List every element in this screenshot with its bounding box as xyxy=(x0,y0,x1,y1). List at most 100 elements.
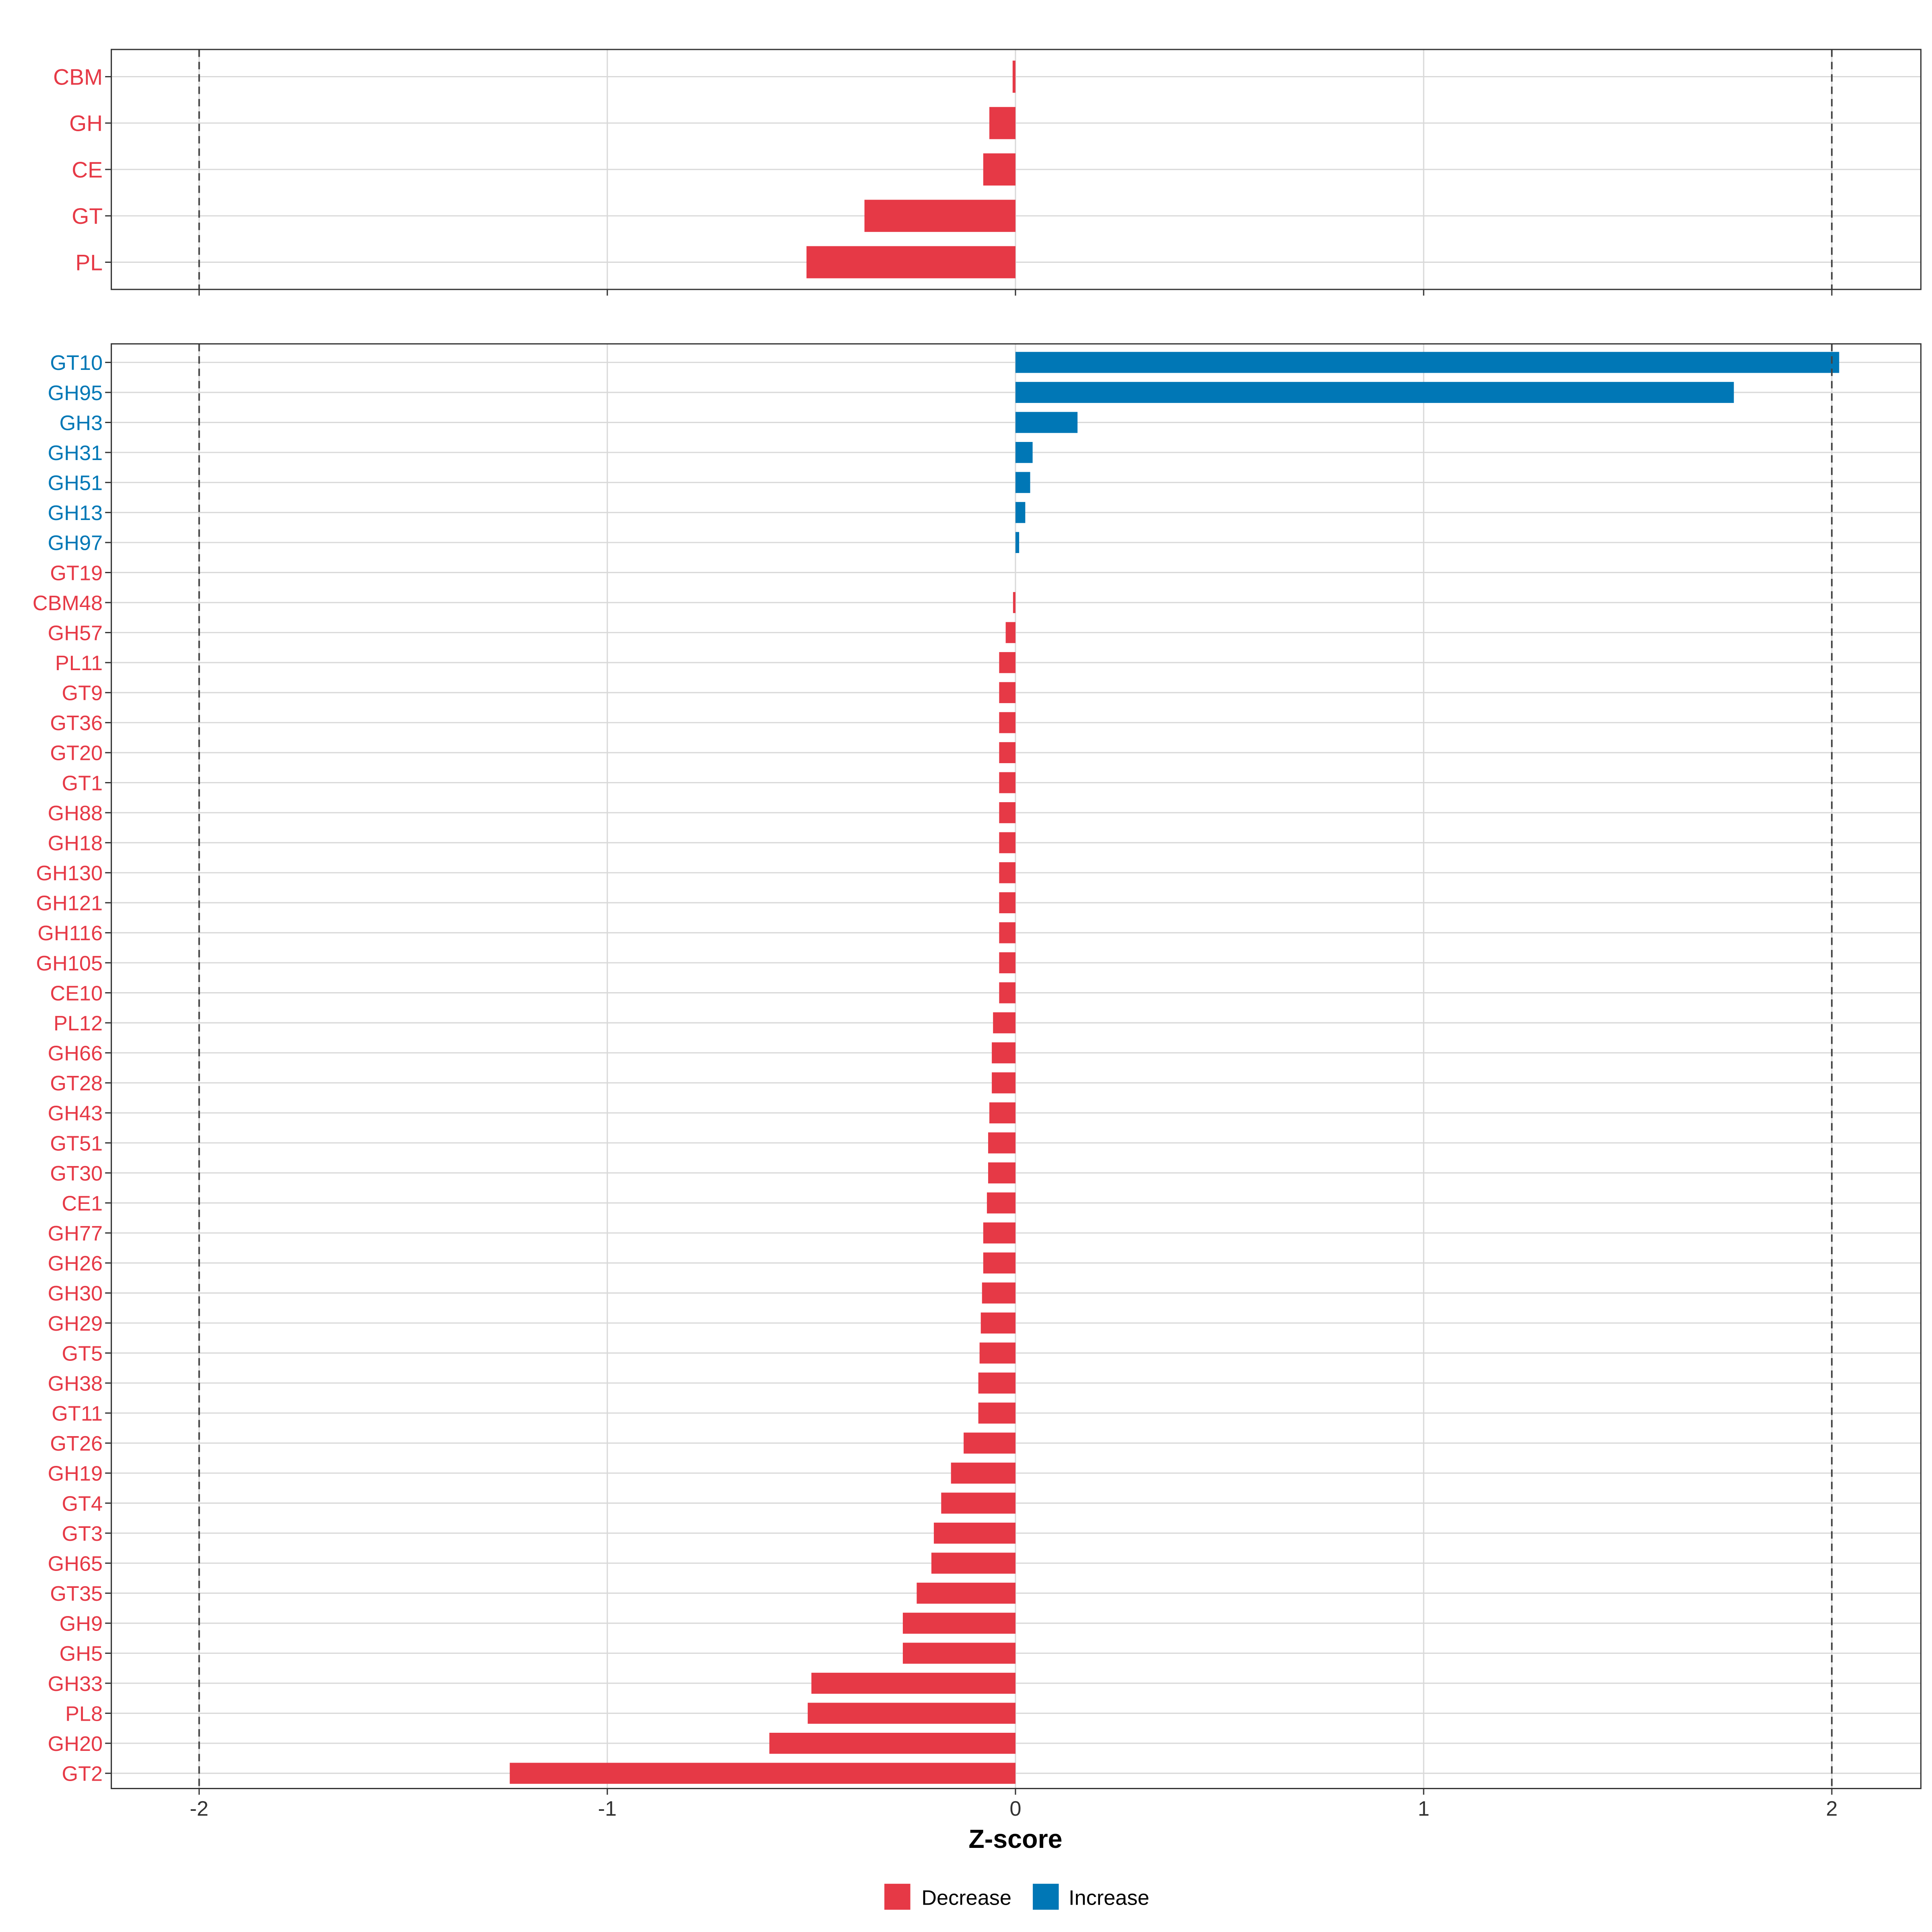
bar-gt9 xyxy=(999,682,1016,703)
bar-gh26 xyxy=(983,1252,1016,1274)
top-panel: CBM GH CE GT PL xyxy=(53,49,1922,296)
y-tick-label-gt9: GT9 xyxy=(62,682,103,705)
bar-gh130 xyxy=(999,862,1016,883)
bar-gt28 xyxy=(992,1072,1016,1094)
y-tick-label-gt11: GT11 xyxy=(52,1402,103,1426)
bar-pl11 xyxy=(999,652,1016,673)
bar-gh19 xyxy=(951,1462,1016,1484)
bar-gt5 xyxy=(979,1342,1016,1364)
y-tick-label-gt2: GT2 xyxy=(62,1763,103,1786)
y-tick-label-ce1: CE1 xyxy=(62,1192,103,1215)
y-tick-label-gt36: GT36 xyxy=(50,712,103,735)
y-tick-label-gh77: GH77 xyxy=(48,1222,103,1245)
bar-gh121 xyxy=(999,892,1016,913)
bar-gt30 xyxy=(988,1162,1016,1184)
x-tick-label: 0 xyxy=(1009,1797,1021,1821)
x-axis-title: Z-score xyxy=(968,1825,1062,1854)
legend-swatch-decrease xyxy=(884,1884,910,1910)
y-tick-label-gh20: GH20 xyxy=(48,1732,103,1756)
bar-gt2 xyxy=(510,1763,1016,1784)
bar-pl xyxy=(806,246,1016,279)
bar-cbm xyxy=(1012,60,1016,93)
bar-gh5 xyxy=(903,1643,1016,1664)
bar-pl8 xyxy=(807,1703,1016,1724)
bar-gh3 xyxy=(1015,412,1078,433)
y-tick-label-gt28: GT28 xyxy=(50,1072,103,1095)
x-tick-label: 2 xyxy=(1826,1797,1838,1821)
bar-gh31 xyxy=(1015,442,1033,463)
bar-gt51 xyxy=(988,1132,1016,1154)
y-tick-label-gt: GT xyxy=(72,204,103,229)
y-tick-label-gh97: GH97 xyxy=(48,532,103,555)
bar-gh18 xyxy=(999,832,1016,853)
bar-gh xyxy=(989,107,1016,139)
panel-border xyxy=(111,343,1922,1790)
bar-gh30 xyxy=(982,1282,1016,1304)
bar-gt3 xyxy=(934,1522,1016,1544)
bar-gt11 xyxy=(978,1402,1016,1424)
x-tick-label: -2 xyxy=(190,1797,208,1821)
bar-gt xyxy=(864,200,1016,232)
bar-gh97 xyxy=(1015,532,1020,553)
bar-gh105 xyxy=(999,952,1016,974)
y-tick-label-gh130: GH130 xyxy=(36,862,103,885)
y-tick-label-gh95: GH95 xyxy=(48,382,103,405)
y-tick-label-gh19: GH19 xyxy=(48,1462,103,1486)
y-tick-label-gt26: GT26 xyxy=(50,1432,103,1455)
y-tick-label-gt5: GT5 xyxy=(62,1342,103,1365)
bar-cbm48 xyxy=(1013,592,1016,613)
y-tick-label-gt10: GT10 xyxy=(50,351,103,375)
y-tick-label-cbm48: CBM48 xyxy=(33,592,103,615)
legend-swatch-increase xyxy=(1032,1884,1059,1910)
y-tick-label-gh116: GH116 xyxy=(37,922,103,945)
y-tick-label-gh9: GH9 xyxy=(60,1612,103,1636)
x-axis: -2 -1 0 1 2 xyxy=(190,1797,1838,1821)
y-tick-label-gt20: GT20 xyxy=(50,742,103,765)
y-tick-label-gt51: GT51 xyxy=(50,1132,103,1155)
bar-gh33 xyxy=(811,1672,1016,1694)
y-tick-label-gt35: GT35 xyxy=(50,1582,103,1606)
legend-label-increase: Increase xyxy=(1069,1886,1149,1909)
legend: Decrease Increase xyxy=(884,1884,1149,1910)
y-tick-label-gh26: GH26 xyxy=(48,1252,103,1276)
y-tick-label-gh66: GH66 xyxy=(48,1042,103,1065)
bar-gt35 xyxy=(916,1583,1016,1604)
bar-gt1 xyxy=(999,772,1016,793)
y-tick-label-gh65: GH65 xyxy=(48,1552,103,1575)
bar-ce1 xyxy=(987,1192,1016,1214)
y-tick-label-gt4: GT4 xyxy=(62,1492,103,1515)
bar-gh43 xyxy=(989,1102,1016,1124)
y-tick-label-gh3: GH3 xyxy=(60,411,103,435)
bar-gh38 xyxy=(978,1373,1016,1394)
bar-gh29 xyxy=(980,1312,1016,1334)
y-tick-label-pl12: PL12 xyxy=(54,1012,103,1035)
y-tick-label-gh88: GH88 xyxy=(48,802,103,825)
y-tick-label-ce: CE xyxy=(72,157,103,182)
y-tick-label-pl: PL xyxy=(75,250,103,275)
bar-gh13 xyxy=(1015,502,1026,523)
x-tick-label: 1 xyxy=(1418,1797,1429,1821)
bottom-panel: GT10 GH95 GH3 GH31 GH51 GH13 GH97 GT19 CBM48 GH57… xyxy=(33,343,1922,1795)
bar-gh65 xyxy=(931,1552,1016,1574)
y-tick-label-gh38: GH38 xyxy=(48,1372,103,1395)
bar-ce10 xyxy=(999,982,1016,1003)
y-tick-label-gh51: GH51 xyxy=(48,472,103,495)
y-tick-label-gh13: GH13 xyxy=(48,502,103,525)
bar-pl12 xyxy=(993,1012,1016,1034)
bar-gt4 xyxy=(941,1492,1016,1514)
bar-gh88 xyxy=(999,802,1016,824)
y-tick-label-gt19: GT19 xyxy=(50,561,103,585)
y-tick-label-pl8: PL8 xyxy=(65,1702,103,1726)
bar-gh95 xyxy=(1015,382,1734,403)
bar-gh116 xyxy=(999,922,1016,943)
y-tick-label-gh5: GH5 xyxy=(60,1642,103,1666)
y-tick-label-pl11: PL11 xyxy=(55,652,103,675)
y-tick-label-gt3: GT3 xyxy=(62,1522,103,1546)
bar-ce xyxy=(983,153,1016,186)
bar-gh57 xyxy=(1005,622,1016,643)
y-tick-label-cbm: CBM xyxy=(53,64,103,89)
y-tick-label-ce10: CE10 xyxy=(50,982,103,1005)
bar-gt26 xyxy=(964,1432,1016,1454)
y-tick-label-gt1: GT1 xyxy=(62,772,103,795)
